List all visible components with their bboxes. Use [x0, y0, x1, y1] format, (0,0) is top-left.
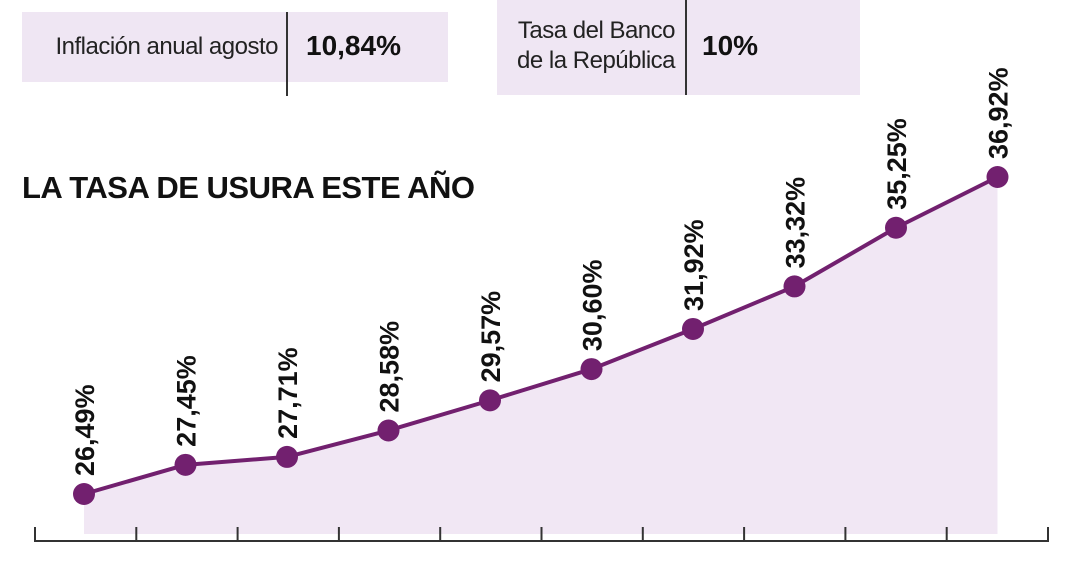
data-label: 26,49%: [70, 384, 100, 476]
data-point: [377, 419, 400, 442]
inflation-label: Inflación anual agosto: [55, 33, 278, 60]
data-label: 29,57%: [476, 291, 506, 383]
inflation-value: 10,84%: [306, 30, 401, 61]
chart-title: LA TASA DE USURA ESTE AÑO: [22, 170, 475, 205]
inflation-divider: [286, 12, 288, 96]
data-point: [682, 317, 704, 340]
series-line: [83, 175, 999, 496]
data-point: [986, 166, 1009, 188]
inflation-box: Inflación anual agosto 10,84%: [22, 12, 448, 96]
data-label: 30,60%: [578, 260, 608, 352]
bank-rate-value: 10%: [702, 30, 759, 61]
data-label: 28,58%: [375, 321, 405, 413]
bank-rate-label: Tasa del Banco de la República: [497, 16, 675, 76]
bank-rate-label-line1: Tasa del Banco: [517, 17, 676, 44]
data-label: 31,92%: [679, 219, 709, 311]
data-point: [783, 275, 806, 298]
bank-rate-divider: [685, 0, 687, 95]
bank-rate-box: Tasa del Banco de la República 10%: [497, 0, 860, 95]
data-point: [885, 216, 907, 239]
data-label: 27,45%: [172, 355, 202, 447]
area-fill: [84, 177, 998, 534]
data-label: 35,25%: [882, 118, 912, 210]
data-label: 33,32%: [781, 177, 811, 269]
data-point: [479, 389, 501, 412]
bank-rate-label-line2: de la República: [517, 47, 675, 74]
data-label: 27,71%: [273, 347, 303, 439]
data-point: [174, 453, 197, 476]
data-point: [73, 483, 95, 505]
data-label: 36,92%: [984, 67, 1014, 159]
data-point: [276, 445, 298, 468]
data-point: [580, 358, 603, 381]
